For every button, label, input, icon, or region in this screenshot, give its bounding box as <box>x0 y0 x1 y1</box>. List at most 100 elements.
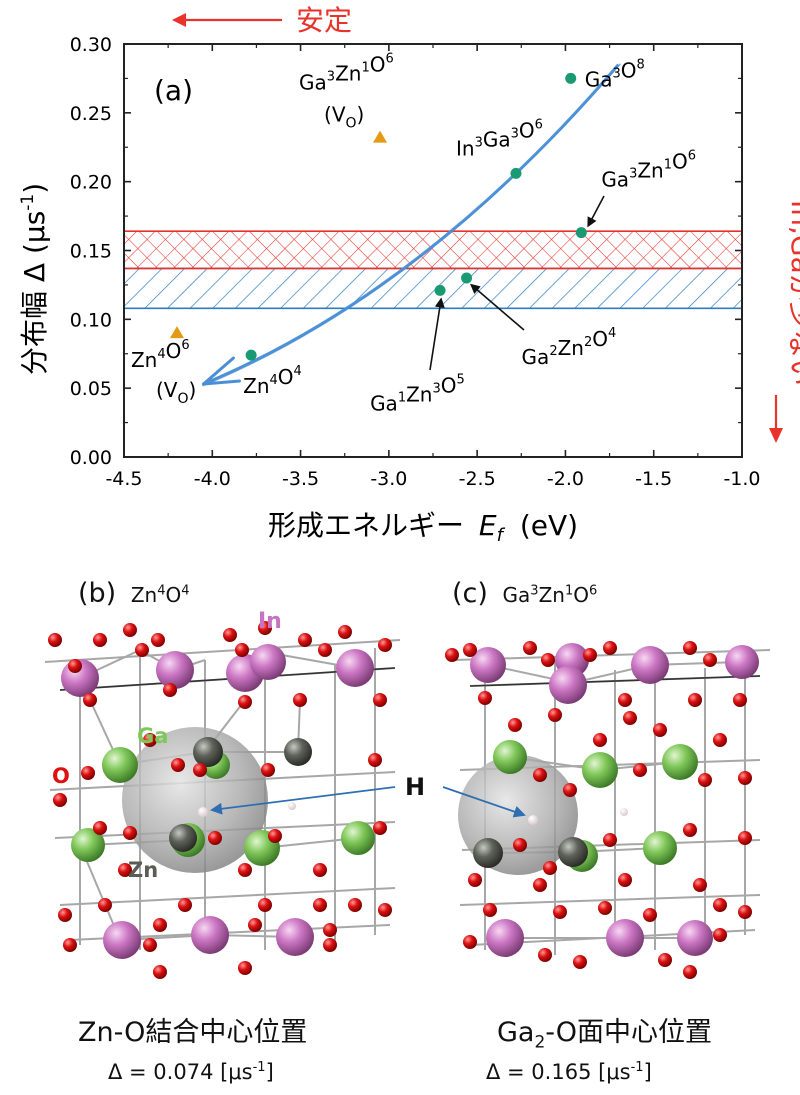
ga-atom <box>493 740 527 774</box>
o-atom <box>235 643 249 657</box>
o-atom <box>238 961 252 975</box>
point-Zn4O6_VO <box>169 326 184 339</box>
label-Ga3Zn1O6_VO-vacancy: (VO) <box>324 103 364 132</box>
caption-c-sub: 2 <box>534 1032 546 1053</box>
h-arrow-b <box>210 786 396 815</box>
o-atom <box>98 898 112 912</box>
o-atom <box>738 771 752 785</box>
formula-element: Zn <box>538 583 565 607</box>
o-atom <box>683 641 697 655</box>
y-tick-label: 0.20 <box>70 172 112 194</box>
o-atom <box>258 621 272 635</box>
o-atom <box>468 873 482 887</box>
x-tick-label: -4.0 <box>194 468 231 490</box>
x-tick-label: -1.5 <box>635 468 672 490</box>
o-atom <box>618 693 632 707</box>
label-Ga1Zn3O5: Ga1Zn3O5 <box>370 372 465 415</box>
o-atom <box>603 833 617 847</box>
label-in: In <box>258 609 282 634</box>
o-atom <box>573 955 587 969</box>
h-atom <box>620 808 628 816</box>
y-tick-label: 0.15 <box>70 241 112 263</box>
zn-atom <box>284 738 312 766</box>
formula-count: 3 <box>530 583 539 599</box>
x-tick-label: -1.0 <box>723 468 760 490</box>
h-atom <box>528 815 538 825</box>
o-atom <box>603 641 617 655</box>
o-atom <box>93 633 107 647</box>
o-atom <box>463 935 477 949</box>
o-atom <box>123 623 137 637</box>
point-Ga1Zn3O5 <box>434 284 446 296</box>
h-arrow-c <box>442 786 526 818</box>
atoms-zn-c <box>473 837 588 868</box>
o-atom <box>373 693 387 707</box>
in-atom <box>486 919 524 957</box>
top-note: 安定 <box>296 4 352 37</box>
label-ga: Ga <box>137 724 168 748</box>
o-atom <box>118 863 132 877</box>
formula-count: 4 <box>181 583 190 599</box>
zn-atom <box>193 737 223 767</box>
label-In3Ga3O6: In3Ga3O6 <box>456 117 543 160</box>
side-arrow-head <box>769 428 783 443</box>
chart-panel-a: 安定 In,Gaが少ない -4.5 -4.0 -3.5 -3.0 -2.5 -2.0 -1.… <box>18 4 800 546</box>
o-atom <box>338 625 352 639</box>
o-atom <box>208 831 222 845</box>
o-atom <box>643 908 657 922</box>
trend-arrow <box>201 63 621 387</box>
point-Ga3Zn1O6 <box>575 227 587 239</box>
ga-atom <box>662 744 698 780</box>
caption-c-pre: Ga <box>497 1017 535 1048</box>
o-atom <box>533 768 547 782</box>
x-tick-label: -4.5 <box>105 468 142 490</box>
h-callout: H <box>210 773 526 818</box>
structure-c <box>445 641 771 979</box>
o-atom <box>553 905 567 919</box>
in-atom <box>677 920 713 956</box>
o-atom <box>618 873 632 887</box>
o-atom <box>93 821 107 835</box>
ga-atom <box>102 747 138 783</box>
y-axis-ticks: 0.00 0.05 0.10 0.15 0.20 0.25 0.30 <box>70 34 742 469</box>
ga-atom <box>341 821 375 855</box>
trend-head <box>201 356 241 386</box>
o-atom <box>135 643 149 657</box>
atoms-o-b <box>48 621 392 979</box>
o-atom <box>523 641 537 655</box>
o-atom <box>533 878 547 892</box>
band-cross <box>124 231 742 269</box>
in-atom <box>191 916 229 954</box>
bands <box>124 230 742 310</box>
point-Zn4O4 <box>245 349 257 361</box>
y-tick-label: 0.00 <box>70 447 112 469</box>
o-atom <box>623 711 637 725</box>
o-atom <box>171 758 185 772</box>
caption-c: Ga2-O面中心位置 <box>497 1010 712 1052</box>
o-atom <box>733 693 747 707</box>
o-atom <box>688 693 702 707</box>
delta-c: Δ = 0.165 [μs-1] <box>486 1060 652 1084</box>
label-Zn4O6_VO: Zn4O6 <box>131 338 190 372</box>
label-Zn4O4: Zn4O4 <box>243 364 302 398</box>
o-atom <box>713 898 727 912</box>
atoms-ga-c <box>493 740 698 872</box>
o-atom <box>698 773 712 787</box>
o-atom <box>318 643 332 657</box>
label-o: O <box>52 764 70 788</box>
side-note: In,Gaが少ない <box>785 200 800 386</box>
callout-Ga3Zn1O6 <box>587 195 605 228</box>
in-atom <box>250 644 286 680</box>
atoms-zn-b <box>169 737 312 852</box>
trend-stroke <box>202 63 620 386</box>
atoms-in-c <box>470 643 759 957</box>
x-tick-label: -2.0 <box>547 468 584 490</box>
x-tick-label: -3.5 <box>282 468 319 490</box>
o-atom <box>543 861 557 875</box>
o-atom <box>48 633 62 647</box>
delta-c-end: ] <box>643 1060 652 1084</box>
atoms-in-b <box>61 644 374 959</box>
panel-b-tag: (b) Zn4O4 <box>78 578 190 609</box>
delta-b-sup: -1 <box>252 1060 266 1075</box>
o-atom <box>248 918 262 932</box>
